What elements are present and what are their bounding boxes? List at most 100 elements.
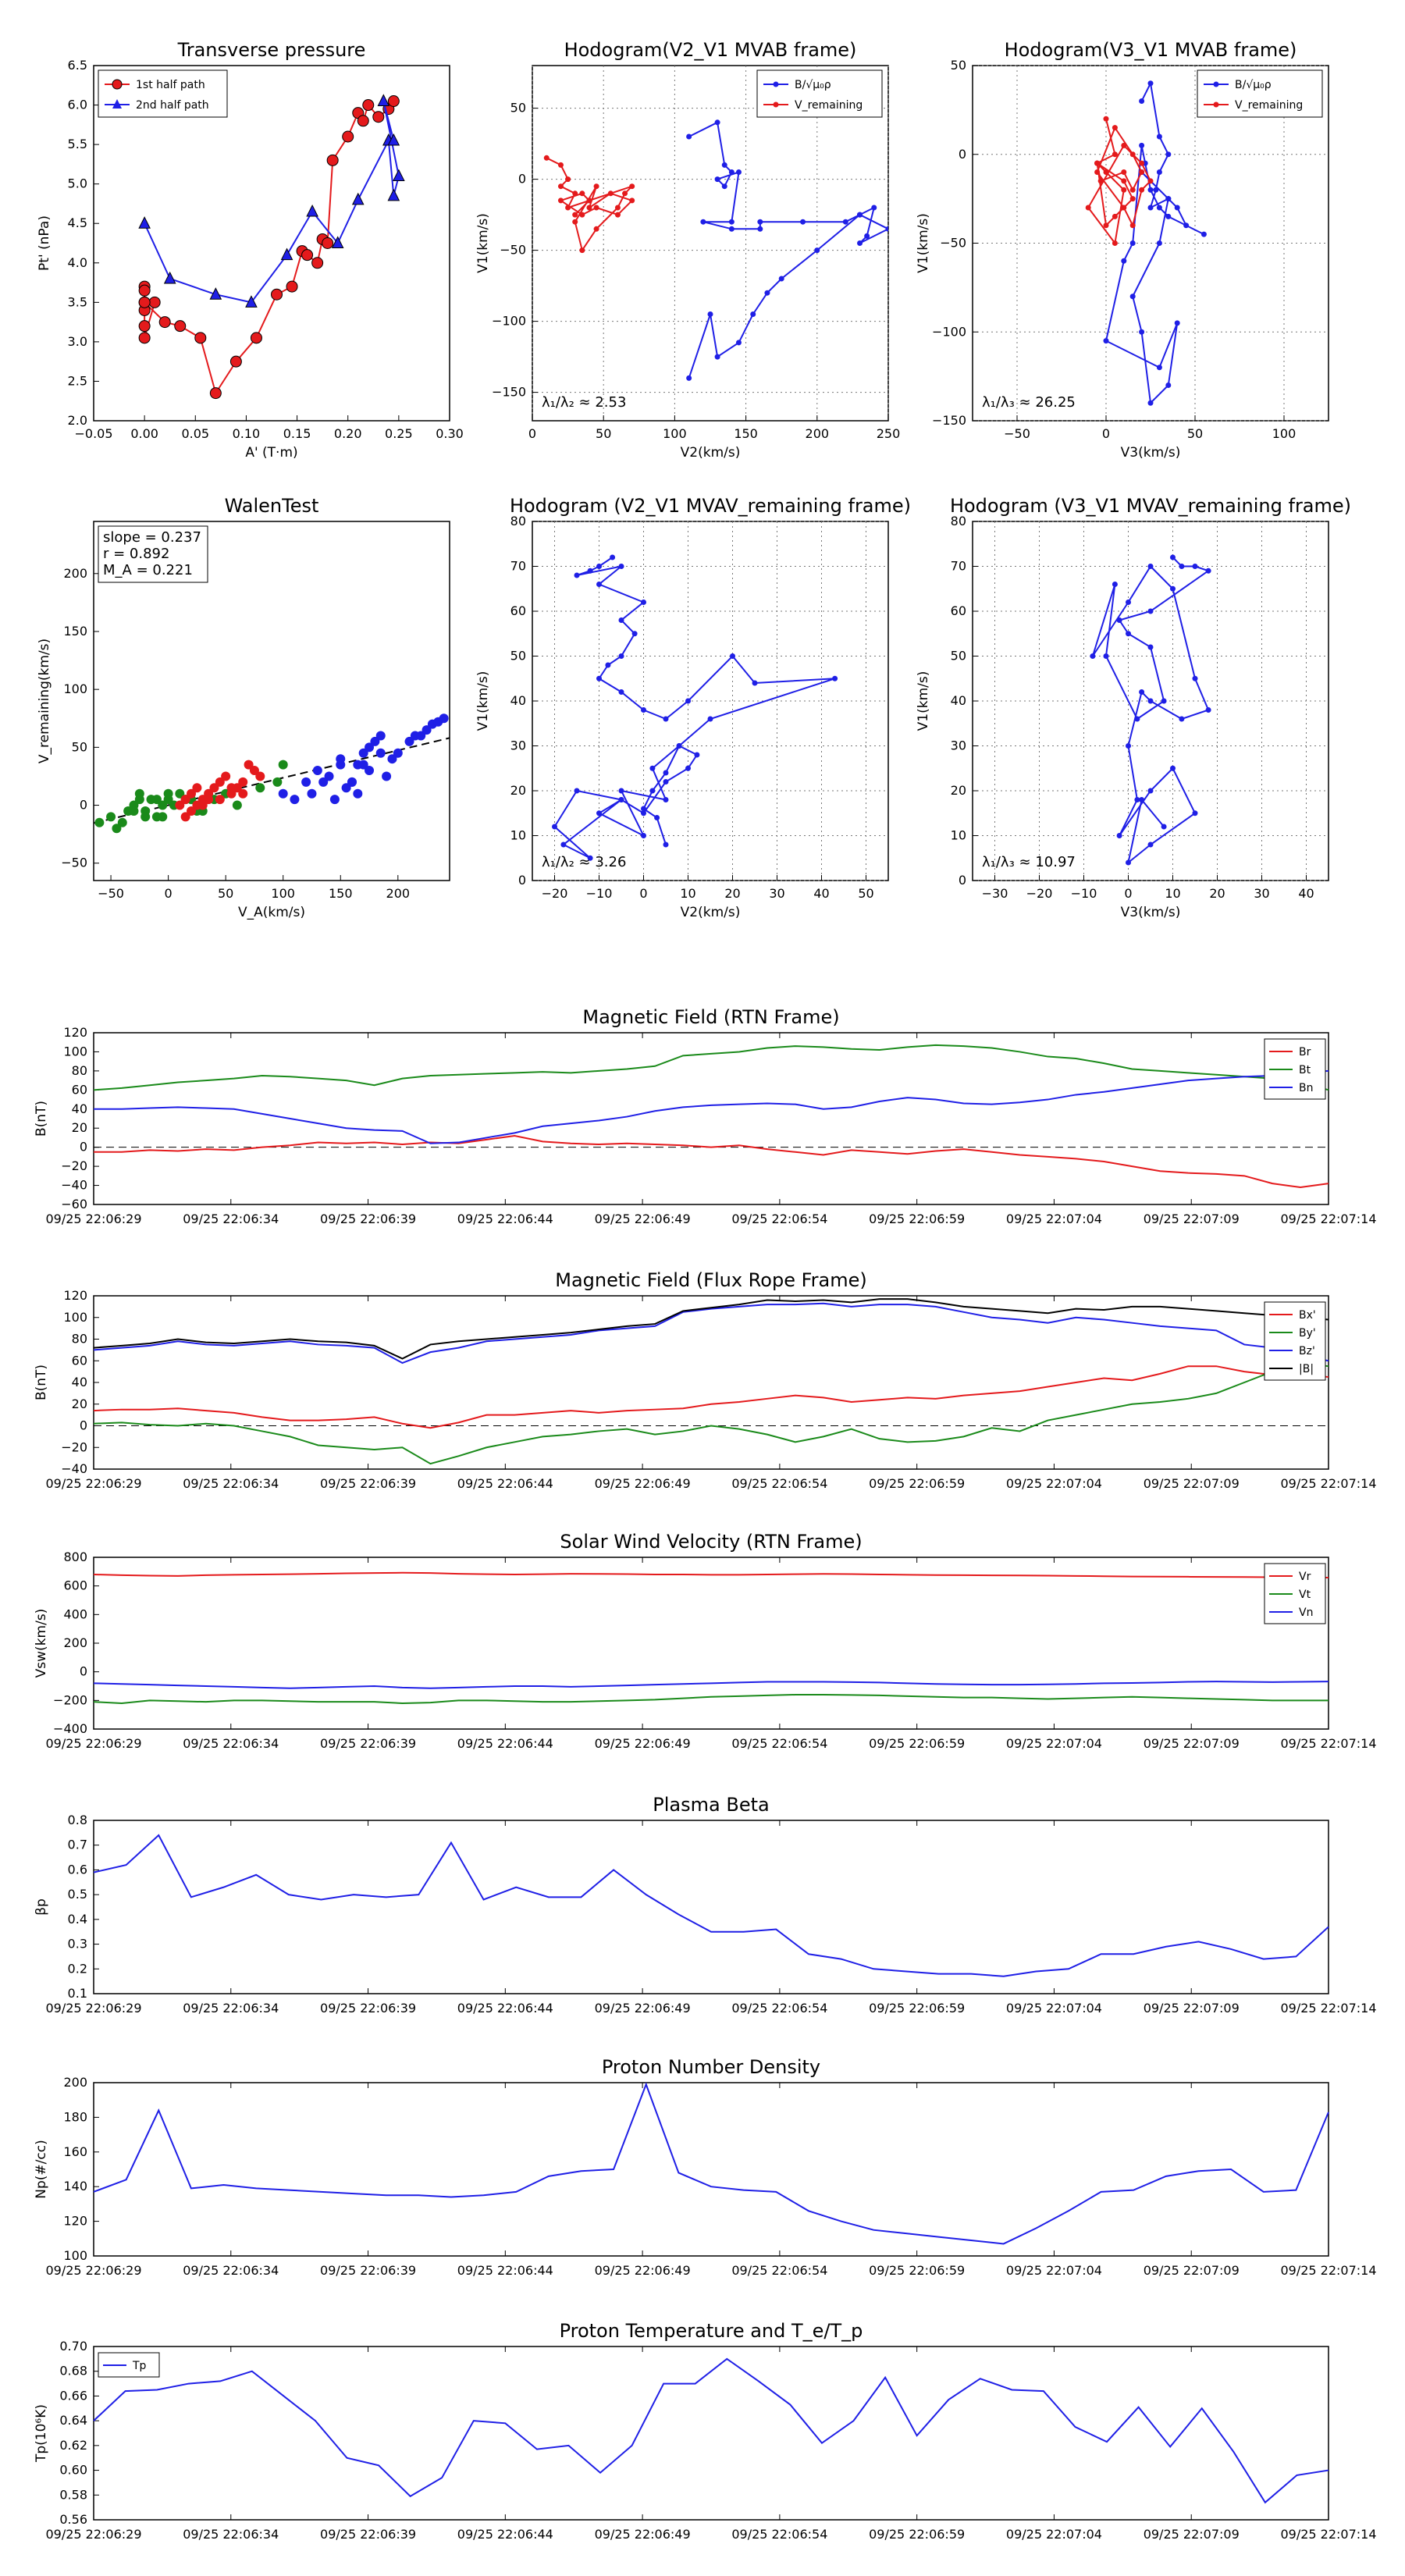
y-tick-label: −20 <box>61 1158 87 1173</box>
y-tick-label: −60 <box>61 1197 87 1212</box>
series-Bx' <box>93 1365 1329 1429</box>
x-tick-label: 150 <box>329 886 353 901</box>
x-tick-label: 09/25 22:06:59 <box>869 2263 965 2278</box>
x-tick-label: 09/25 22:07:09 <box>1144 2527 1240 2542</box>
data-point <box>1121 169 1127 175</box>
data-point <box>358 748 368 758</box>
series-Br <box>94 1134 1329 1189</box>
x-tick-label: 09/25 22:06:39 <box>320 2527 416 2542</box>
y-tick-label: 0.2 <box>68 1961 87 1976</box>
data-point <box>857 212 863 218</box>
x-tick-label: 09/25 22:07:09 <box>1144 2263 1240 2278</box>
data-point <box>387 95 400 107</box>
data-point <box>574 788 580 794</box>
y-tick-label: 0.64 <box>59 2413 87 2428</box>
x-tick-label: 09/25 22:06:54 <box>731 2263 827 2278</box>
data-point <box>324 771 334 781</box>
data-point <box>1129 294 1136 300</box>
data-point <box>579 212 585 218</box>
x-tick-label: 09/25 22:06:54 <box>731 1212 827 1226</box>
x-tick-label: 100 <box>1272 426 1297 441</box>
data-point <box>158 800 168 810</box>
x-tick-label: 100 <box>271 886 295 901</box>
data-point <box>422 725 432 735</box>
legend-label: |B| <box>1299 1363 1314 1375</box>
data-point <box>800 219 806 225</box>
data-point <box>649 788 656 794</box>
data-point <box>151 795 162 805</box>
y-axis-label: V1(km/s) <box>475 213 491 273</box>
data-point <box>187 788 197 799</box>
y-tick-label: 60 <box>951 603 966 618</box>
y-tick-label: 150 <box>63 624 87 639</box>
data-point <box>552 824 557 830</box>
x-tick-label: 09/25 22:07:09 <box>1144 1212 1240 1226</box>
data-point <box>686 133 692 140</box>
data-point <box>1147 80 1154 87</box>
x-tick-label: 09/25 22:06:44 <box>457 1476 553 1491</box>
x-tick-label: 0.20 <box>334 426 362 441</box>
data-point <box>1103 222 1109 229</box>
series-By' <box>93 1362 1329 1465</box>
y-tick-label: 180 <box>63 2109 87 2124</box>
x-tick-label: 09/25 22:06:54 <box>731 1736 827 1751</box>
data-point <box>565 205 571 211</box>
annotation: λ₁/λ₃ ≈ 10.97 <box>982 854 1076 870</box>
series-B <box>1090 554 1211 866</box>
data-point <box>1147 841 1154 848</box>
data-point <box>307 788 317 799</box>
y-tick-label: 0 <box>518 873 526 888</box>
data-point <box>1200 231 1207 237</box>
data-point <box>158 316 171 329</box>
y-tick-label: 120 <box>63 1025 87 1040</box>
data-point <box>106 812 116 822</box>
data-point <box>1139 187 1145 193</box>
series-blue <box>278 713 449 805</box>
data-point <box>138 296 151 308</box>
data-point <box>649 765 656 771</box>
y-tick-label: 160 <box>63 2144 87 2159</box>
series-Np <box>93 2082 1329 2245</box>
y-axis-label: V_remaining(km/s) <box>37 639 52 763</box>
data-point <box>832 675 838 681</box>
x-tick-label: 40 <box>813 886 829 901</box>
y-tick-label: 200 <box>63 1635 87 1650</box>
data-point <box>1121 187 1127 193</box>
data-point <box>329 795 340 805</box>
data-point <box>1139 160 1145 166</box>
data-point <box>1129 187 1136 193</box>
data-point <box>1103 169 1109 175</box>
legend-label: Vn <box>1299 1606 1313 1619</box>
data-point <box>1116 833 1122 838</box>
data-point <box>163 271 176 284</box>
legend-marker <box>773 101 779 108</box>
data-point <box>365 742 375 753</box>
x-tick-label: 09/25 22:07:04 <box>1006 2527 1102 2542</box>
data-point <box>629 197 635 204</box>
data-point <box>1134 716 1140 722</box>
data-point <box>375 731 386 741</box>
series-2nd half path <box>138 94 405 308</box>
x-tick-label: 09/25 22:06:49 <box>595 1212 691 1226</box>
data-point <box>129 806 139 816</box>
data-point <box>1156 169 1162 175</box>
data-point <box>117 817 127 827</box>
data-point <box>1192 675 1198 681</box>
data-point <box>1165 382 1172 388</box>
data-point <box>557 162 564 168</box>
y-axis-label: βp <box>34 1898 49 1916</box>
x-tick-label: 50 <box>596 426 611 441</box>
x-tick-label: 09/25 22:06:29 <box>45 1736 141 1751</box>
data-point <box>707 311 713 317</box>
chart-tp: Proton Temperature and T_e/T_p 09/25 22:0… <box>34 2320 1377 2542</box>
data-point <box>238 788 248 799</box>
y-tick-label: 800 <box>63 1550 87 1564</box>
y-tick-label: −50 <box>500 243 526 258</box>
x-tick-label: 40 <box>1298 886 1314 901</box>
x-tick-label: 09/25 22:06:34 <box>183 2001 279 2016</box>
chart-title: WalenTest <box>225 495 319 517</box>
x-tick-label: 09/25 22:06:44 <box>457 1212 553 1226</box>
data-point <box>1112 240 1118 246</box>
data-point <box>197 800 208 810</box>
